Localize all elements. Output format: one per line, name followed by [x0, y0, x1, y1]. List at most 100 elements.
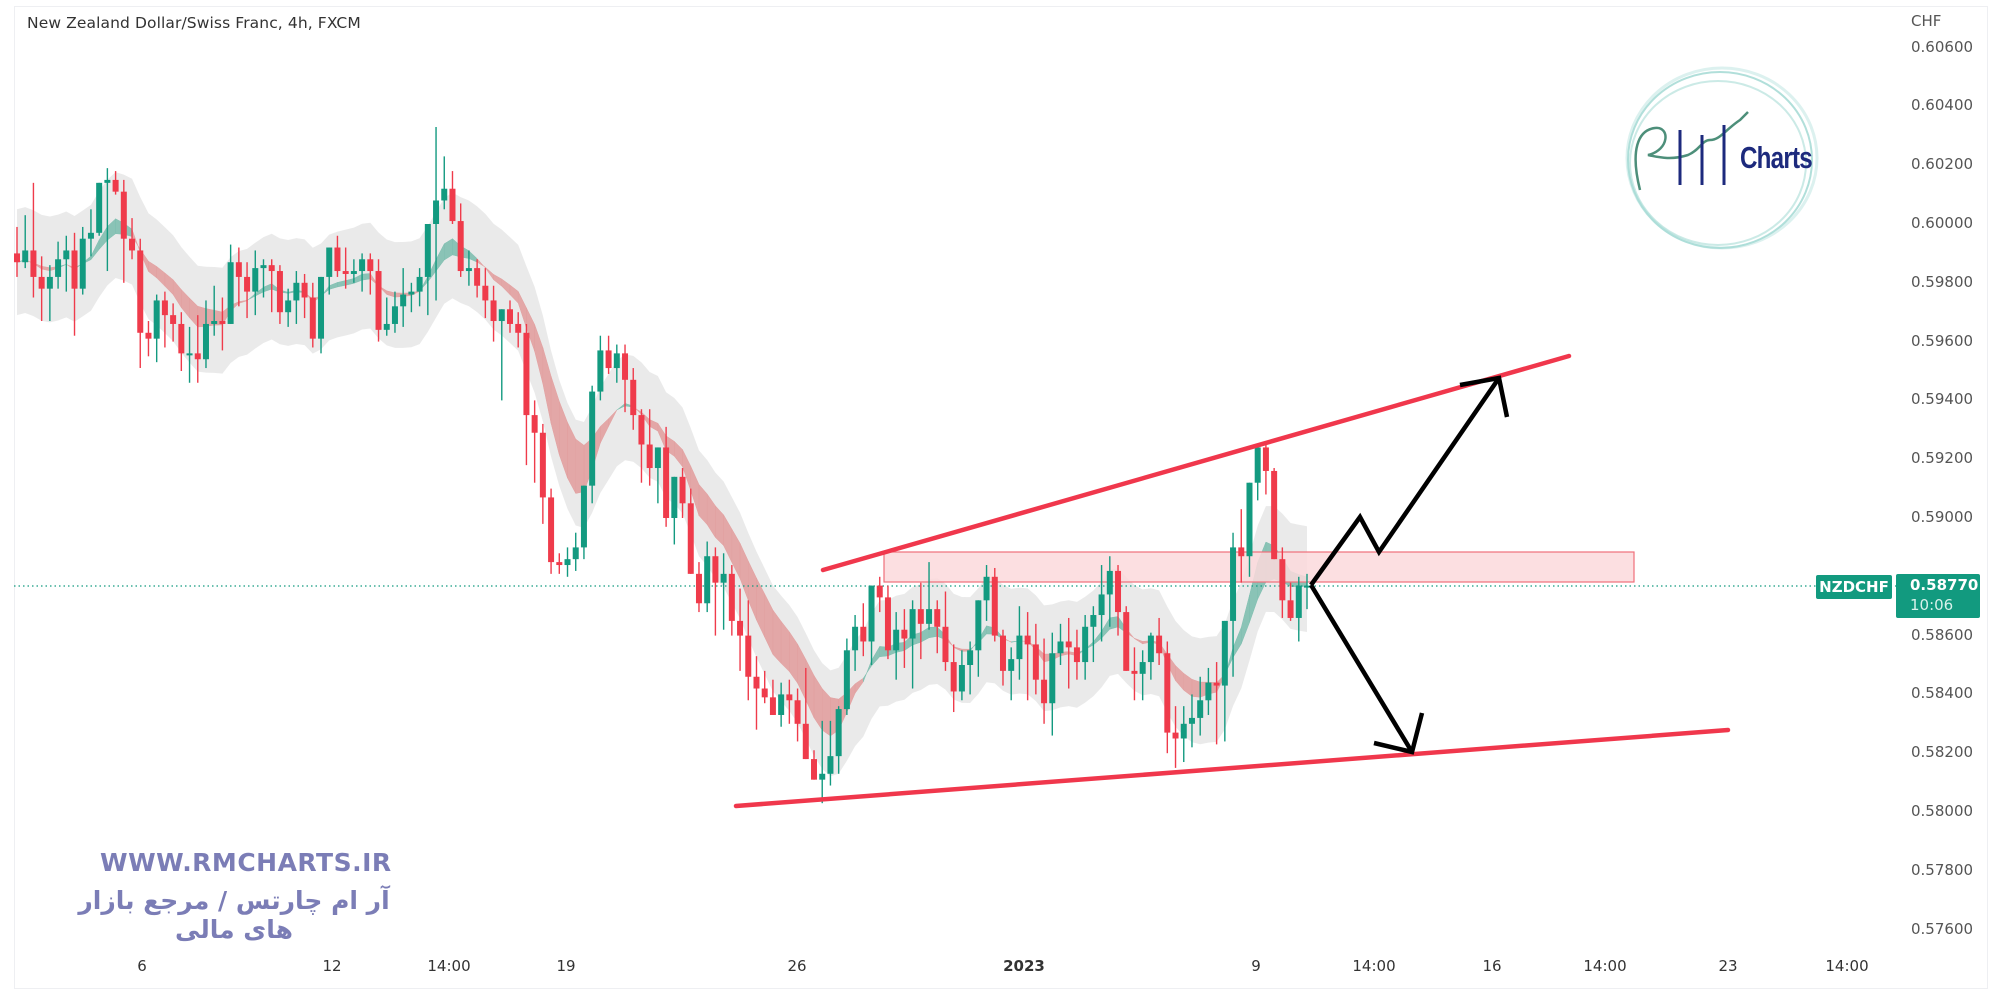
candle — [194, 353, 201, 360]
candle — [893, 629, 900, 651]
bearish-arrow-icon[interactable] — [1309, 583, 1425, 755]
candle — [268, 265, 275, 272]
candle — [983, 576, 990, 601]
candle — [145, 332, 152, 339]
candle — [161, 300, 168, 316]
candle — [663, 447, 670, 518]
candle — [926, 609, 933, 624]
candle — [720, 573, 727, 583]
candle — [753, 676, 760, 689]
candle — [1221, 620, 1228, 686]
upper-trendline[interactable] — [820, 353, 1572, 573]
candle — [1295, 585, 1302, 618]
candle — [104, 179, 111, 183]
candle — [786, 694, 793, 701]
chart-title: New Zealand Dollar/Swiss Franc, 4h, FXCM — [27, 14, 361, 32]
candle — [728, 573, 735, 621]
candle — [572, 547, 579, 560]
candle — [556, 562, 563, 566]
ma-ribbon — [16, 218, 1308, 737]
time-tick: 26 — [787, 957, 807, 975]
candle — [441, 188, 448, 201]
time-tick: 12 — [322, 957, 342, 975]
time-tick: 19 — [556, 957, 576, 975]
candle — [1147, 635, 1154, 663]
candle — [942, 626, 949, 663]
candle — [1115, 570, 1122, 613]
candle — [424, 224, 431, 277]
candle — [211, 321, 218, 324]
candle — [1188, 717, 1195, 724]
candle — [482, 285, 489, 301]
candle — [334, 247, 341, 272]
price-tick: 0.59600 — [1911, 331, 1974, 350]
candle — [400, 294, 407, 307]
candle — [687, 503, 694, 574]
candle — [1123, 612, 1130, 671]
time-tick: 23 — [1718, 957, 1738, 975]
time-tick: 2023 — [1003, 957, 1045, 975]
candle — [293, 282, 300, 301]
candle — [630, 379, 637, 416]
candle — [950, 662, 957, 692]
resistance-zone[interactable] — [883, 551, 1635, 583]
candle — [745, 635, 752, 677]
candle — [704, 556, 711, 604]
candle — [120, 191, 127, 239]
candle — [1254, 447, 1261, 483]
candle — [539, 432, 546, 498]
lower-trendline[interactable] — [733, 727, 1731, 809]
candle — [843, 650, 850, 710]
candle — [55, 259, 62, 277]
candle — [260, 265, 267, 269]
candle — [515, 323, 522, 333]
candle — [1213, 682, 1220, 686]
candle — [580, 485, 587, 548]
candle — [1131, 670, 1138, 674]
candle — [1164, 653, 1171, 733]
candle — [737, 620, 744, 636]
candle — [909, 609, 916, 639]
candle — [1041, 679, 1048, 704]
candle — [342, 271, 349, 274]
price-tick: 0.59400 — [1911, 390, 1974, 409]
candle — [1180, 723, 1187, 739]
candle — [901, 629, 908, 639]
candle — [170, 315, 177, 324]
candle — [778, 694, 785, 715]
candle — [457, 221, 464, 272]
candle — [219, 321, 226, 324]
watermark-url: WWW.RMCHARTS.IR — [100, 848, 392, 877]
rmcharts-logo-icon — [1625, 66, 1819, 250]
candle — [326, 247, 333, 277]
price-tick: 0.60200 — [1911, 155, 1974, 174]
candle — [178, 323, 185, 354]
candle — [1304, 585, 1310, 588]
price-tick: 0.58600 — [1911, 625, 1974, 644]
time-tick: 6 — [137, 957, 147, 975]
candle — [96, 182, 103, 233]
candle — [383, 323, 390, 330]
candle — [802, 723, 809, 760]
time-tick: 14:00 — [1825, 957, 1869, 975]
candle — [71, 250, 78, 289]
envelope-band — [17, 172, 1307, 777]
candle — [375, 271, 382, 330]
candle — [79, 238, 86, 289]
candle — [1008, 659, 1015, 671]
watermark-tagline: آر ام چارتس / مرجع بازار های مالی — [78, 886, 390, 944]
symbol-badge: NZDCHF — [1816, 575, 1892, 599]
candle — [63, 250, 70, 260]
candle — [622, 353, 629, 380]
price-tick: 0.58200 — [1911, 743, 1974, 762]
candle — [1049, 653, 1056, 704]
price-axis-currency: CHF — [1911, 12, 1942, 30]
candle — [153, 300, 160, 339]
candle — [449, 188, 456, 222]
bullish-arrow-icon[interactable] — [1309, 375, 1510, 587]
price-tick: 0.59800 — [1911, 272, 1974, 291]
candle — [523, 332, 530, 416]
candle — [671, 476, 678, 518]
time-tick: 14:00 — [1352, 957, 1396, 975]
